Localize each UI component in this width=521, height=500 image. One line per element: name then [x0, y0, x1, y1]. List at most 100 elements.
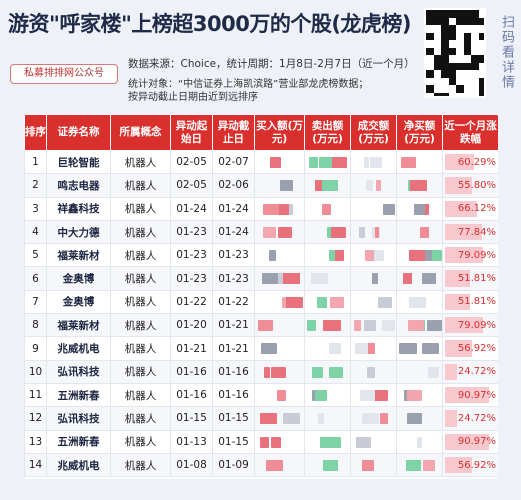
table-row[interactable]: 14 兆威机电 机器人 01-08 01-09 56.92% — [24, 452, 498, 478]
sort-description: 按异动截止日期由近到远排序 — [128, 92, 258, 103]
qr-module — [463, 17, 471, 25]
start-date-cell: 01-08 — [170, 452, 213, 478]
table-row[interactable]: 1 巨轮智能 机器人 02-05 02-07 60.29% — [24, 149, 498, 175]
data-source: 数据来源：Choice，统计周期：1月8日-2月7日（近一个月） — [128, 58, 415, 70]
start-date-cell: 01-15 — [170, 406, 213, 431]
obscured-value — [304, 429, 351, 454]
concept-cell: 机器人 — [110, 313, 171, 338]
blur-block — [366, 180, 373, 192]
end-date-cell: 01-21 — [212, 336, 255, 361]
blur-block — [407, 413, 414, 425]
blur-block — [275, 273, 290, 285]
change-cell: 24.72% — [442, 406, 498, 431]
blur-block — [420, 226, 429, 238]
qr-code[interactable] — [424, 8, 486, 98]
table-row[interactable]: 5 福莱新材 机器人 01-23 01-23 79.09% — [24, 243, 498, 268]
blur-block — [319, 157, 335, 168]
blur-block — [406, 459, 421, 471]
qr-module — [426, 70, 434, 78]
change-bar — [445, 293, 470, 311]
end-date-cell: 01-22 — [212, 289, 255, 315]
end-date-cell: 01-16 — [212, 382, 255, 408]
blur-block — [362, 413, 380, 425]
blur-block — [327, 436, 342, 448]
qr-module — [441, 10, 449, 18]
obscured-value — [254, 173, 305, 198]
qr-module — [471, 17, 479, 25]
column-header: 排序 — [24, 114, 47, 151]
obscured-value — [304, 266, 351, 291]
table-row[interactable]: 9 兆威机电 机器人 01-21 01-21 56.92% — [24, 336, 498, 361]
table-row[interactable]: 3 祥鑫科技 机器人 01-24 01-24 66.12% — [24, 196, 498, 221]
qr-module — [426, 32, 434, 40]
concept-cell: 机器人 — [110, 452, 171, 478]
change-cell: 79.09% — [442, 313, 498, 338]
blur-block — [377, 296, 392, 308]
qr-module — [463, 62, 471, 70]
blur-block — [376, 180, 382, 192]
table-row[interactable]: 7 金奥博 机器人 01-22 01-22 51.81% — [24, 289, 498, 315]
qr-module — [448, 70, 456, 78]
blur-block — [410, 413, 422, 425]
blur-block — [329, 343, 341, 355]
qr-module — [441, 92, 449, 96]
obscured-value — [304, 406, 351, 431]
change-bar — [445, 317, 483, 334]
change-bar — [445, 270, 470, 287]
table-row[interactable]: 8 福莱新材 机器人 01-20 01-21 79.09% — [24, 313, 498, 338]
obscured-value — [254, 406, 305, 431]
obscured-value — [304, 336, 351, 361]
obscured-value — [350, 406, 397, 431]
stock-name-cell: 弘讯科技 — [46, 406, 111, 431]
stock-name-cell: 五洲新春 — [46, 382, 111, 408]
obscured-value — [350, 243, 397, 268]
blur-block — [326, 226, 332, 238]
obscured-value — [350, 266, 397, 291]
blur-block — [314, 389, 327, 401]
qr-module — [426, 85, 434, 93]
blur-block — [262, 203, 280, 215]
qr-module — [441, 62, 449, 70]
change-cell: 51.81% — [442, 266, 498, 291]
change-cell: 60.29% — [442, 149, 498, 175]
table-row[interactable]: 13 五洲新春 机器人 01-13 01-15 90.97% — [24, 429, 498, 454]
qr-module — [471, 10, 479, 18]
start-date-cell: 01-20 — [170, 313, 213, 338]
change-cell: 55.80% — [442, 173, 498, 198]
blur-block — [371, 273, 378, 285]
rank-cell: 13 — [24, 429, 47, 454]
obscured-value — [350, 219, 397, 245]
obscured-value — [396, 289, 443, 315]
table-row[interactable]: 2 鸣志电器 机器人 02-05 02-06 55.80% — [24, 173, 498, 198]
change-bar — [445, 363, 457, 380]
change-bar — [445, 223, 482, 241]
table-row[interactable]: 11 五洲新春 机器人 01-16 01-16 90.97% — [24, 382, 498, 408]
qr-module — [471, 62, 479, 70]
blur-block — [354, 343, 369, 355]
brand-badge: 私募排排网公众号 — [10, 64, 118, 84]
rank-cell: 7 — [24, 289, 47, 315]
qr-module — [478, 17, 484, 25]
column-header: 所属概念 — [110, 114, 171, 151]
blur-block — [321, 180, 338, 192]
change-cell: 90.97% — [442, 429, 498, 454]
qr-module — [448, 77, 456, 85]
blur-block — [408, 250, 426, 262]
obscured-value — [254, 243, 305, 268]
blur-block — [328, 366, 343, 378]
obscured-value — [304, 196, 351, 221]
blur-block — [416, 436, 422, 448]
column-header: 异动起始日 — [170, 114, 213, 151]
obscured-value — [396, 382, 443, 408]
blur-block — [316, 296, 328, 308]
end-date-cell: 01-23 — [212, 266, 255, 291]
table-row[interactable]: 12 弘讯科技 机器人 01-15 01-15 24.72% — [24, 406, 498, 431]
qr-module — [441, 25, 449, 33]
table-row[interactable]: 10 弘讯科技 机器人 01-16 01-16 24.72% — [24, 359, 498, 384]
rank-cell: 10 — [24, 359, 47, 384]
start-date-cell: 01-23 — [170, 266, 213, 291]
brand-suffix: 公众号 — [74, 68, 104, 79]
table-row[interactable]: 6 金奥博 机器人 01-23 01-23 51.81% — [24, 266, 498, 291]
blur-block — [363, 157, 369, 168]
table-row[interactable]: 4 中大力德 机器人 01-23 01-24 77.84% — [24, 219, 498, 245]
